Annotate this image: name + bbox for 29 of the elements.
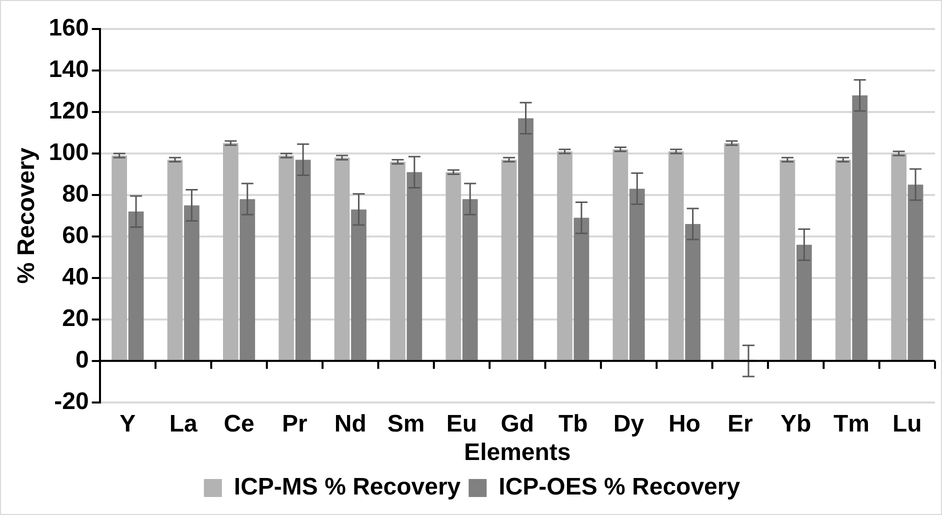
legend-label: ICP-MS % Recovery — [234, 474, 462, 501]
x-tick-label: Ho — [668, 410, 700, 438]
y-tick-label: 40 — [62, 264, 89, 291]
y-tick-label: 0 — [75, 346, 89, 374]
y-tick-label: 20 — [62, 305, 89, 332]
y-tick-label: 160 — [48, 14, 89, 42]
x-tick-label: Sm — [387, 410, 425, 438]
x-tick-label: Eu — [446, 410, 478, 438]
x-tick-label: Ce — [224, 410, 254, 438]
x-tick-label: Pr — [282, 410, 308, 438]
y-tick-label: 80 — [62, 180, 89, 208]
y-tick-label: -20 — [54, 388, 89, 416]
x-tick-label: La — [169, 410, 198, 438]
x-tick-label: Tb — [558, 410, 588, 438]
y-tick-label: 100 — [48, 139, 89, 166]
x-tick-label: Dy — [613, 410, 645, 438]
x-tick-label: Gd — [500, 410, 534, 438]
x-tick-label: Nd — [334, 410, 366, 438]
x-tick-label: Lu — [892, 410, 922, 438]
y-axis-title: % Recovery — [13, 147, 40, 284]
x-tick-label: Tm — [833, 410, 870, 438]
y-tick-label: 60 — [62, 222, 89, 250]
x-axis-title: Elements — [464, 439, 571, 466]
x-tick-label: Y — [120, 410, 136, 438]
x-tick-label: Er — [727, 410, 753, 438]
y-tick-label: 120 — [48, 98, 89, 125]
legend-label: ICP-OES % Recovery — [498, 474, 741, 501]
x-tick-label: Yb — [780, 410, 812, 438]
y-tick-label: 140 — [48, 56, 89, 84]
